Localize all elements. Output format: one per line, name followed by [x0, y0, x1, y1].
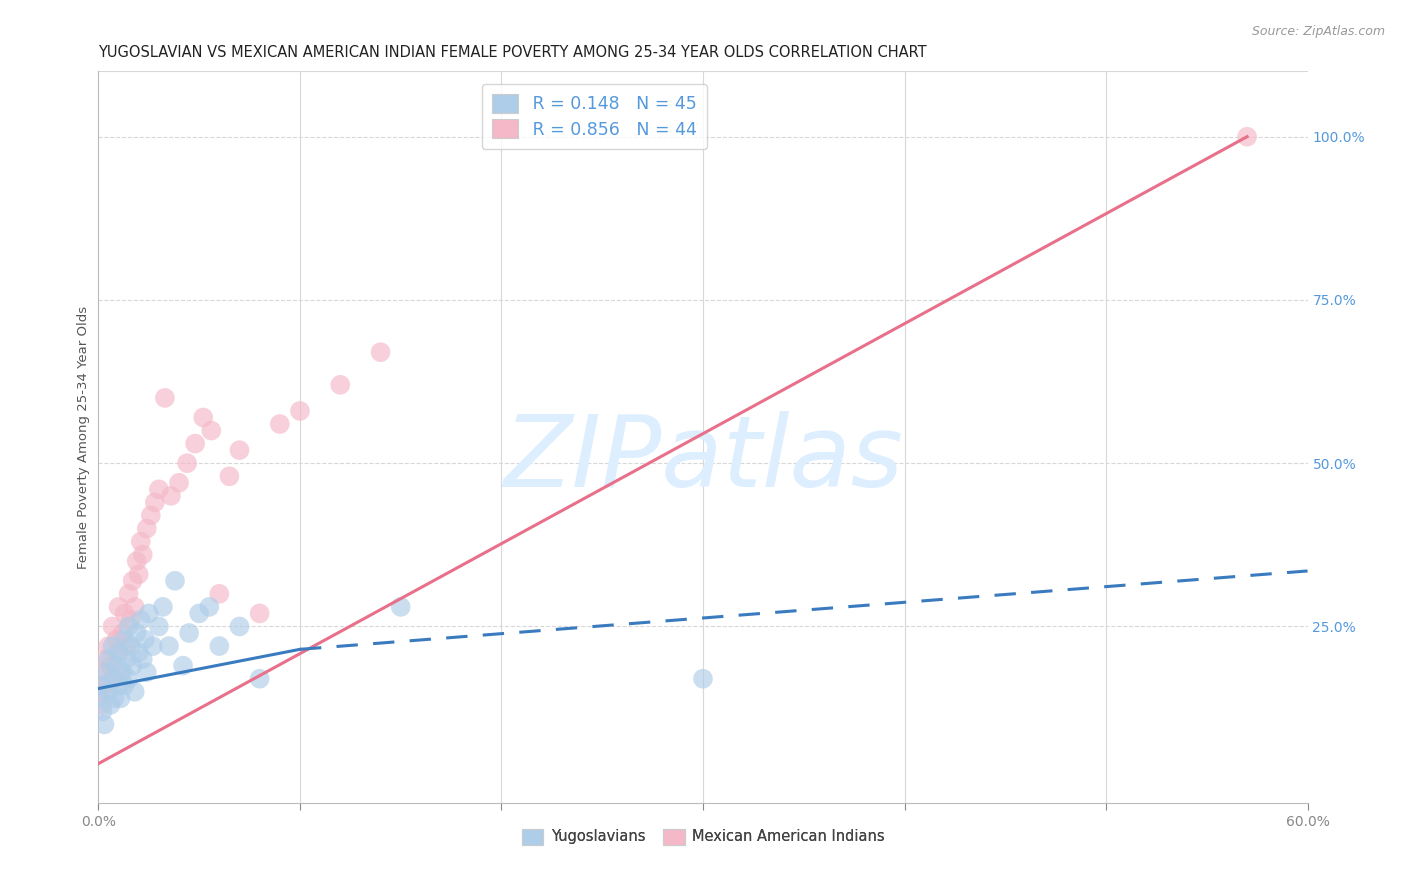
- Point: [138, 607, 160, 621]
- Point: [118, 619, 141, 633]
- Point: [208, 587, 231, 601]
- Text: ZIPatlas: ZIPatlas: [503, 410, 903, 508]
- Y-axis label: Female Poverty Among 25-34 Year Olds: Female Poverty Among 25-34 Year Olds: [77, 306, 90, 568]
- Point: [184, 436, 207, 450]
- Point: [100, 658, 122, 673]
- Point: [132, 652, 155, 666]
- Point: [129, 534, 152, 549]
- Point: [208, 639, 231, 653]
- Point: [148, 619, 170, 633]
- Point: [132, 548, 155, 562]
- Point: [111, 626, 134, 640]
- Point: [129, 613, 152, 627]
- Point: [135, 665, 157, 680]
- Point: [249, 607, 271, 621]
- Point: [148, 483, 170, 497]
- Point: [121, 574, 143, 588]
- Point: [107, 678, 129, 692]
- Point: [157, 639, 180, 653]
- Point: [93, 717, 115, 731]
- Point: [118, 587, 141, 601]
- Point: [101, 619, 124, 633]
- Point: [120, 613, 142, 627]
- Point: [111, 665, 134, 680]
- Point: [91, 705, 114, 719]
- Point: [128, 646, 150, 660]
- Point: [134, 632, 156, 647]
- Point: [107, 646, 129, 660]
- Point: [160, 489, 183, 503]
- Text: Source: ZipAtlas.com: Source: ZipAtlas.com: [1251, 25, 1385, 38]
- Point: [114, 632, 136, 647]
- Point: [128, 567, 150, 582]
- Point: [172, 658, 194, 673]
- Point: [125, 626, 148, 640]
- Point: [228, 443, 250, 458]
- Point: [121, 658, 143, 673]
- Point: [103, 691, 125, 706]
- Point: [692, 672, 714, 686]
- Point: [107, 646, 129, 660]
- Point: [176, 456, 198, 470]
- Point: [97, 652, 120, 666]
- Point: [389, 599, 412, 614]
- Point: [101, 639, 124, 653]
- Point: [110, 665, 132, 680]
- Point: [100, 698, 122, 712]
- Point: [329, 377, 352, 392]
- Point: [142, 639, 165, 653]
- Point: [163, 574, 186, 588]
- Point: [96, 665, 118, 680]
- Point: [97, 685, 120, 699]
- Point: [115, 639, 138, 653]
- Point: [135, 521, 157, 535]
- Point: [105, 658, 128, 673]
- Point: [139, 508, 162, 523]
- Point: [193, 410, 215, 425]
- Point: [96, 678, 118, 692]
- Point: [200, 424, 222, 438]
- Point: [89, 665, 111, 680]
- Point: [110, 691, 132, 706]
- Point: [101, 672, 124, 686]
- Point: [179, 626, 201, 640]
- Text: YUGOSLAVIAN VS MEXICAN AMERICAN INDIAN FEMALE POVERTY AMONG 25-34 YEAR OLDS CORR: YUGOSLAVIAN VS MEXICAN AMERICAN INDIAN F…: [98, 45, 927, 61]
- Point: [288, 404, 311, 418]
- Point: [167, 475, 190, 490]
- Point: [118, 672, 141, 686]
- Point: [153, 391, 176, 405]
- Point: [114, 678, 136, 692]
- Point: [97, 639, 120, 653]
- Point: [188, 607, 211, 621]
- Point: [107, 599, 129, 614]
- Point: [269, 417, 291, 431]
- Point: [114, 607, 136, 621]
- Point: [125, 554, 148, 568]
- Point: [89, 678, 111, 692]
- Point: [103, 672, 125, 686]
- Point: [1236, 129, 1258, 144]
- Point: [87, 691, 110, 706]
- Point: [120, 639, 142, 653]
- Point: [198, 599, 221, 614]
- Point: [249, 672, 271, 686]
- Point: [91, 698, 114, 712]
- Point: [370, 345, 392, 359]
- Point: [228, 619, 250, 633]
- Point: [105, 632, 128, 647]
- Point: [124, 599, 146, 614]
- Point: [218, 469, 240, 483]
- Point: [143, 495, 166, 509]
- Point: [93, 652, 115, 666]
- Legend: Yugoslavians, Mexican American Indians: Yugoslavians, Mexican American Indians: [516, 822, 890, 850]
- Point: [87, 685, 110, 699]
- Point: [152, 599, 174, 614]
- Point: [115, 652, 138, 666]
- Point: [124, 685, 146, 699]
